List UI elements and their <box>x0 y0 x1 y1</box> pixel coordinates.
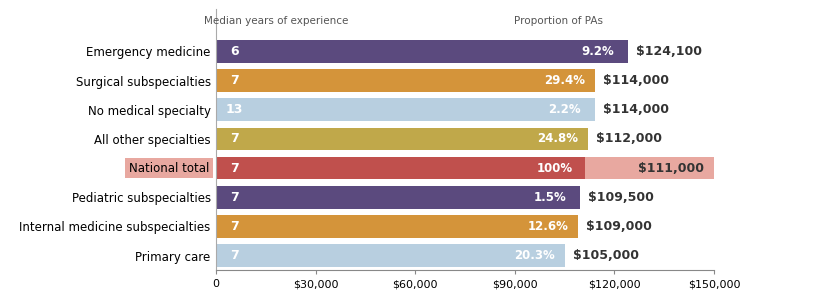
Text: $124,100: $124,100 <box>636 45 703 58</box>
Text: 100%: 100% <box>537 161 573 175</box>
Text: $111,000: $111,000 <box>638 161 704 175</box>
Bar <box>216 40 628 63</box>
Text: 20.3%: 20.3% <box>514 249 555 262</box>
Bar <box>216 186 579 209</box>
Text: $105,000: $105,000 <box>573 249 639 262</box>
Text: 9.2%: 9.2% <box>582 45 614 58</box>
Text: 6: 6 <box>230 45 239 58</box>
Bar <box>216 98 595 121</box>
Text: 7: 7 <box>230 74 239 87</box>
Bar <box>216 69 595 92</box>
Text: 13: 13 <box>226 103 243 116</box>
Text: $114,000: $114,000 <box>603 74 669 87</box>
Text: Proportion of PAs: Proportion of PAs <box>513 16 602 26</box>
Text: 7: 7 <box>230 161 239 175</box>
Text: National total: National total <box>129 161 209 175</box>
Text: $112,000: $112,000 <box>596 132 663 146</box>
Bar <box>216 157 584 180</box>
Text: Median years of experience: Median years of experience <box>204 16 348 26</box>
Text: 7: 7 <box>230 191 239 204</box>
Text: 7: 7 <box>230 132 239 146</box>
Text: 7: 7 <box>230 249 239 262</box>
Text: 1.5%: 1.5% <box>534 191 566 204</box>
Bar <box>216 127 588 150</box>
Text: $109,500: $109,500 <box>588 191 654 204</box>
Bar <box>216 244 565 267</box>
Text: 24.8%: 24.8% <box>538 132 579 146</box>
Bar <box>216 215 578 238</box>
Text: 7: 7 <box>230 220 239 233</box>
Bar <box>216 157 714 180</box>
Text: $109,000: $109,000 <box>586 220 652 233</box>
Text: $114,000: $114,000 <box>603 103 669 116</box>
Text: 12.6%: 12.6% <box>528 220 569 233</box>
Text: 29.4%: 29.4% <box>544 74 585 87</box>
Text: 2.2%: 2.2% <box>548 103 581 116</box>
